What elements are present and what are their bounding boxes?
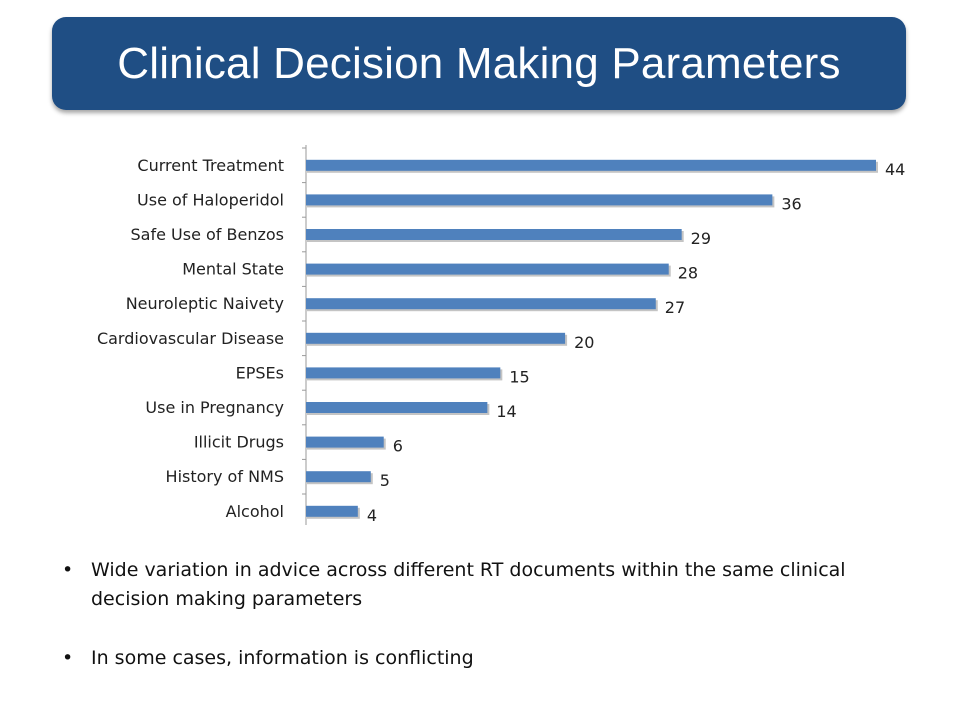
bar: [306, 332, 566, 344]
bullet-item: • In some cases, information is conflict…: [62, 644, 922, 673]
value-label: 6: [393, 437, 403, 456]
bullet-marker: •: [62, 647, 74, 669]
category-label: History of NMS: [166, 467, 284, 486]
value-label: 44: [885, 160, 905, 179]
category-label: Neuroleptic Naivety: [126, 294, 284, 313]
bar: [306, 505, 358, 517]
category-label: Cardiovascular Disease: [97, 329, 284, 348]
category-label: Alcohol: [226, 502, 284, 521]
bullet-marker: •: [62, 559, 74, 581]
category-label: Safe Use of Benzos: [131, 225, 285, 244]
page-title: Clinical Decision Making Parameters: [117, 38, 841, 88]
bar: [306, 159, 876, 171]
category-label: EPSEs: [236, 363, 284, 382]
bar: [306, 402, 488, 413]
bar: [306, 436, 384, 448]
bar: [306, 229, 682, 240]
bar: [306, 194, 773, 206]
bars-layer: Current Treatment 44 Use of Haloperidol 36 S…: [97, 145, 905, 525]
bullet-list: • Wide variation in advice across differ…: [62, 556, 922, 703]
value-label: 28: [678, 264, 698, 283]
bar: [306, 298, 656, 310]
category-label: Use of Haloperidol: [137, 190, 284, 209]
bullet-item: • Wide variation in advice across differ…: [62, 556, 922, 614]
category-label: Illicit Drugs: [194, 433, 284, 452]
value-label: 14: [496, 402, 516, 421]
title-banner: Clinical Decision Making Parameters: [52, 17, 906, 110]
value-label: 15: [509, 367, 529, 386]
category-label: Current Treatment: [137, 156, 284, 175]
category-label: Use in Pregnancy: [145, 398, 284, 417]
bar-chart: Current Treatment 44 Use of Haloperidol 36 S…: [97, 145, 905, 525]
bar: [306, 367, 501, 379]
bullet-text: In some cases, information is conflictin…: [91, 647, 474, 669]
value-label: 27: [665, 298, 685, 317]
value-label: 36: [781, 194, 801, 213]
bar: [306, 263, 669, 275]
value-label: 5: [380, 471, 390, 490]
value-label: 29: [691, 229, 711, 248]
category-label: Mental State: [182, 260, 284, 279]
value-label: 20: [574, 333, 594, 352]
bullet-text: Wide variation in advice across differen…: [91, 559, 846, 610]
value-label: 4: [367, 506, 377, 525]
bar: [306, 471, 371, 483]
